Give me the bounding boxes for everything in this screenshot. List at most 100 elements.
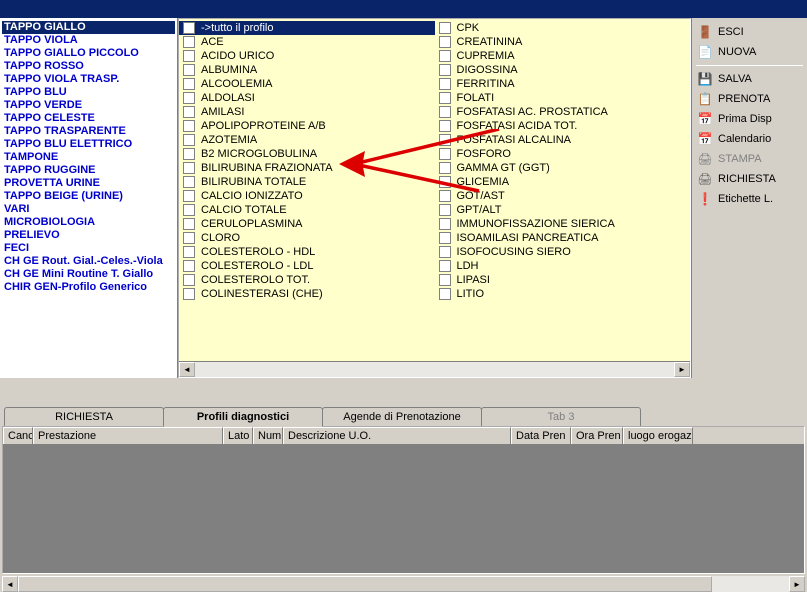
checkbox-row[interactable]: COLINESTERASI (CHE) [179, 287, 435, 301]
tab-richiesta[interactable]: RICHIESTA [4, 407, 164, 426]
profile-item[interactable]: VARI [2, 203, 175, 216]
grid-scroll-left-button[interactable]: ◄ [2, 576, 18, 592]
profile-item[interactable]: TAPPO GIALLO PICCOLO [2, 47, 175, 60]
profile-item[interactable]: TAPPO ROSSO [2, 60, 175, 73]
checkbox-row[interactable]: CPK [435, 21, 691, 35]
checkbox-icon[interactable] [183, 64, 195, 76]
checkbox-row[interactable]: GPT/ALT [435, 203, 691, 217]
checkbox-row[interactable]: B2 MICROGLOBULINA [179, 147, 435, 161]
checkbox-row[interactable]: FOSFATASI ALCALINA [435, 133, 691, 147]
checkbox-icon[interactable] [183, 134, 195, 146]
grid-column-header[interactable]: Num [253, 427, 283, 444]
action-prima-disp[interactable]: 📅Prima Disp [694, 109, 805, 129]
action-calendario[interactable]: 📅Calendario [694, 129, 805, 149]
checkbox-icon[interactable] [439, 134, 451, 146]
checkbox-icon[interactable] [439, 50, 451, 62]
checkbox-row[interactable]: LDH [435, 259, 691, 273]
checkbox-icon[interactable] [439, 232, 451, 244]
checkbox-row[interactable]: CALCIO IONIZZATO [179, 189, 435, 203]
profile-item[interactable]: TAPPO VIOLA [2, 34, 175, 47]
profile-item[interactable]: TAPPO VIOLA TRASP. [2, 73, 175, 86]
checkbox-icon[interactable] [439, 22, 451, 34]
checkbox-row[interactable]: LIPASI [435, 273, 691, 287]
action-salva[interactable]: 💾SALVA [694, 69, 805, 89]
profile-item[interactable]: TAPPO VERDE [2, 99, 175, 112]
grid-column-header[interactable]: Canc [3, 427, 33, 444]
checkbox-row[interactable]: CALCIO TOTALE [179, 203, 435, 217]
checkbox-icon[interactable] [183, 78, 195, 90]
profile-item[interactable]: CH GE Mini Routine T. Giallo [2, 268, 175, 281]
scroll-left-button[interactable]: ◄ [179, 362, 195, 377]
checkbox-row[interactable]: DIGOSSINA [435, 63, 691, 77]
checkbox-row[interactable]: CERULOPLASMINA [179, 217, 435, 231]
checkbox-icon[interactable] [183, 50, 195, 62]
checkbox-icon[interactable] [183, 274, 195, 286]
grid-column-header[interactable]: Descrizione U.O. [283, 427, 511, 444]
profile-item[interactable]: PROVETTA URINE [2, 177, 175, 190]
profile-item[interactable]: CH GE Rout. Gial.-Celes.-Viola [2, 255, 175, 268]
checkbox-row[interactable]: AMILASI [179, 105, 435, 119]
action-esci[interactable]: 🚪ESCI [694, 22, 805, 42]
checkbox-icon[interactable] [439, 92, 451, 104]
profile-item[interactable]: TAPPO GIALLO [2, 21, 175, 34]
checkbox-row[interactable]: ACIDO URICO [179, 49, 435, 63]
checkbox-row[interactable]: CUPREMIA [435, 49, 691, 63]
profile-item[interactable]: TAPPO TRASPARENTE [2, 125, 175, 138]
grid-hscrollbar[interactable]: ◄ ► [2, 576, 805, 592]
scroll-track[interactable] [195, 362, 674, 377]
checkbox-icon[interactable] [183, 120, 195, 132]
grid-scroll-right-button[interactable]: ► [789, 576, 805, 592]
checkbox-hscrollbar[interactable]: ◄ ► [179, 361, 690, 377]
checkbox-icon[interactable] [183, 288, 195, 300]
profile-item[interactable]: TAPPO BEIGE (URINE) [2, 190, 175, 203]
checkbox-row[interactable]: GAMMA GT (GGT) [435, 161, 691, 175]
grid-column-header[interactable]: Ora Pren [571, 427, 623, 444]
checkbox-row[interactable]: FOSFATASI AC. PROSTATICA [435, 105, 691, 119]
profile-item[interactable]: MICROBIOLOGIA [2, 216, 175, 229]
checkbox-icon[interactable] [439, 162, 451, 174]
checkbox-row[interactable]: ISOAMILASI PANCREATICA [435, 231, 691, 245]
profile-item[interactable]: TAPPO BLU ELETTRICO [2, 138, 175, 151]
checkbox-icon[interactable] [439, 246, 451, 258]
checkbox-icon[interactable] [439, 78, 451, 90]
profile-item[interactable]: TAMPONE [2, 151, 175, 164]
checkbox-row[interactable]: GOT/AST [435, 189, 691, 203]
checkbox-icon[interactable] [183, 260, 195, 272]
checkbox-row[interactable]: AZOTEMIA [179, 133, 435, 147]
checkbox-icon[interactable] [183, 148, 195, 160]
checkbox-row[interactable]: BILIRUBINA FRAZIONATA [179, 161, 435, 175]
checkbox-icon[interactable] [183, 106, 195, 118]
profile-item[interactable]: TAPPO CELESTE [2, 112, 175, 125]
checkbox-icon[interactable] [183, 162, 195, 174]
checkbox-icon[interactable] [183, 218, 195, 230]
profile-item[interactable]: CHIR GEN-Profilo Generico [2, 281, 175, 294]
checkbox-row[interactable]: ALBUMINA [179, 63, 435, 77]
checkbox-icon[interactable] [439, 106, 451, 118]
checkbox-icon[interactable] [439, 120, 451, 132]
checkbox-row[interactable]: ALCOOLEMIA [179, 77, 435, 91]
checkbox-row[interactable]: ->tutto il profilo [179, 21, 435, 35]
checkbox-icon[interactable] [183, 22, 195, 34]
checkbox-icon[interactable] [439, 218, 451, 230]
checkbox-row[interactable]: ACE [179, 35, 435, 49]
checkbox-icon[interactable] [439, 36, 451, 48]
checkbox-icon[interactable] [183, 36, 195, 48]
grid-scroll-thumb[interactable] [18, 576, 712, 592]
checkbox-row[interactable]: CLORO [179, 231, 435, 245]
checkbox-row[interactable]: COLESTEROLO TOT. [179, 273, 435, 287]
checkbox-icon[interactable] [439, 176, 451, 188]
checkbox-row[interactable]: ISOFOCUSING SIERO [435, 245, 691, 259]
checkbox-icon[interactable] [183, 204, 195, 216]
checkbox-row[interactable]: APOLIPOPROTEINE A/B [179, 119, 435, 133]
tab-profili-diagnostici[interactable]: Profili diagnostici [163, 407, 323, 427]
checkbox-row[interactable]: ALDOLASI [179, 91, 435, 105]
checkbox-icon[interactable] [439, 64, 451, 76]
checkbox-row[interactable]: FOSFATASI ACIDA TOT. [435, 119, 691, 133]
checkbox-icon[interactable] [183, 232, 195, 244]
grid-scroll-track[interactable] [18, 576, 789, 592]
grid-column-header[interactable]: Prestazione [33, 427, 223, 444]
action-etichette-l-[interactable]: ❗Etichette L. [694, 189, 805, 209]
checkbox-icon[interactable] [183, 246, 195, 258]
action-richiesta[interactable]: 🖨RICHIESTA [694, 169, 805, 189]
checkbox-icon[interactable] [183, 190, 195, 202]
